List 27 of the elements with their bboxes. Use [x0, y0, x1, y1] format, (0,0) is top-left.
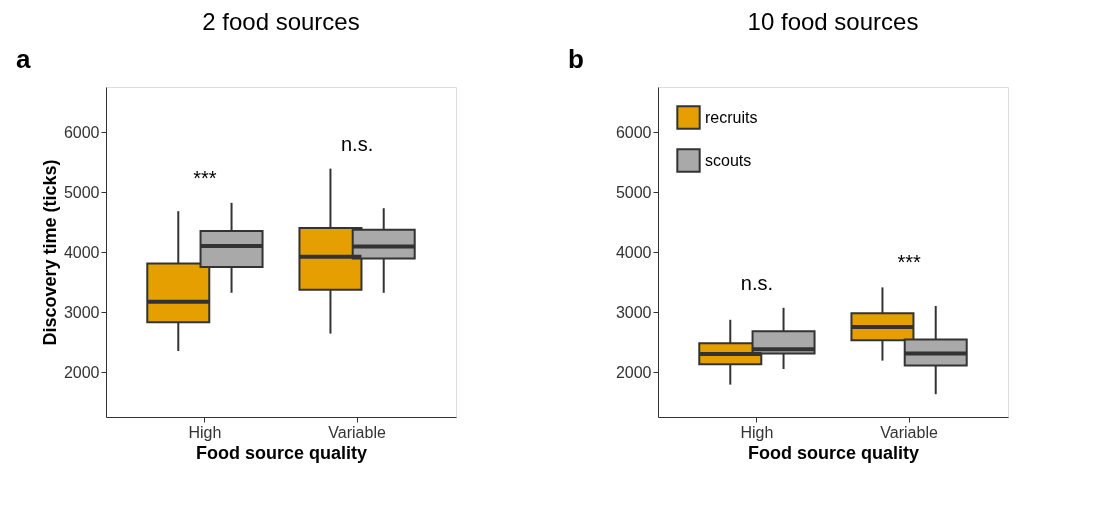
y-tick-label: 4000: [63, 243, 100, 261]
legend-label: scouts: [705, 151, 752, 169]
x-axis-title: Food source quality: [195, 442, 368, 463]
y-tick-label: 4000: [615, 243, 652, 261]
y-tick-label: 6000: [63, 123, 100, 141]
y-tick-label: 5000: [63, 183, 100, 201]
annotation: n.s.: [740, 271, 774, 294]
x-tick-label: High: [188, 423, 222, 441]
x-tick-label: Variable: [880, 423, 938, 441]
text: b: [568, 44, 584, 74]
annotation: ***: [193, 166, 217, 189]
x-tick-label: High: [740, 423, 774, 441]
y-tick-label: 3000: [63, 303, 100, 321]
y-tick-label: 5000: [615, 183, 652, 201]
annotation: n.s.: [340, 132, 374, 155]
annotation: ***: [897, 251, 921, 274]
y-tick-label: 2000: [63, 363, 100, 381]
text: a: [16, 44, 31, 74]
x-axis-title: Food source quality: [747, 442, 920, 463]
chart-title: 2 food sources: [202, 8, 360, 35]
y-axis-title: Discovery time (ticks): [39, 159, 60, 346]
chart-title: 10 food sources: [747, 8, 919, 35]
legend-label: recruits: [705, 108, 758, 126]
x-tick-label: Variable: [328, 423, 386, 441]
y-tick-label: 2000: [615, 363, 652, 381]
y-tick-label: 3000: [615, 303, 652, 321]
y-tick-label: 6000: [615, 123, 652, 141]
